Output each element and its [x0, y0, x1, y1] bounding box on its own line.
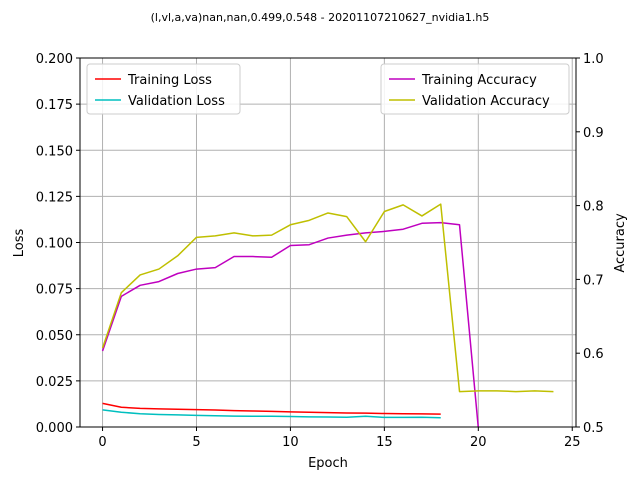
y-axis-label: Loss: [12, 229, 27, 258]
plot-series: [101, 203, 554, 427]
x-tick-label: 25: [564, 435, 581, 450]
y-tick-label: 0.100: [36, 237, 73, 252]
y2-tick-label: 0.7: [583, 273, 604, 288]
series-line-validation-accuracy: [101, 203, 554, 393]
y-tick-label: 0.025: [36, 375, 73, 390]
y-tick-label: 0.200: [36, 52, 73, 67]
y-tick-label: 0.050: [36, 329, 73, 344]
x-axis-label: Epoch: [308, 456, 348, 471]
x-tick-label: 5: [192, 435, 200, 450]
x-tick-label: 15: [376, 435, 393, 450]
y2-tick-label: 0.9: [583, 126, 604, 141]
legend-label: Validation Loss: [128, 94, 225, 109]
y-tick-label: 0.075: [36, 283, 73, 298]
legend-box: [380, 63, 570, 115]
legend-label: Training Accuracy: [421, 73, 537, 88]
series-line-training-loss: [102, 402, 441, 415]
y-tick-label: 0.000: [36, 421, 73, 436]
x-tick-label: 0: [98, 435, 106, 450]
x-tick-label: 20: [470, 435, 487, 450]
legend-loss: Training Loss Validation Loss: [86, 63, 241, 115]
y2-tick-label: 0.6: [583, 347, 604, 362]
y-tick-label: 0.125: [36, 190, 73, 205]
axis-ticks: 0 5 10 15 20 25 0.000 0.025 0.050 0.075 0.100 0.125…: [36, 52, 604, 450]
y2-tick-label: 0.8: [583, 200, 604, 215]
x-tick-label: 10: [282, 435, 299, 450]
y2-tick-label: 0.5: [583, 421, 604, 436]
chart-title: (l,vl,a,va)nan,nan,0.499,0.548 - 2020110…: [151, 11, 490, 24]
series-line-validation-loss: [102, 409, 441, 419]
legend-label: Validation Accuracy: [422, 94, 550, 109]
y-tick-label: 0.150: [36, 144, 73, 159]
y-tick-label: 0.175: [36, 98, 73, 113]
legend-accuracy: Training Accuracy Validation Accuracy: [380, 63, 570, 115]
legend-label: Training Loss: [127, 73, 212, 88]
y2-axis-label: Accuracy: [613, 213, 628, 273]
series-line-training-accuracy: [101, 221, 498, 427]
legend-box: [86, 63, 241, 115]
y2-tick-label: 1.0: [583, 52, 604, 67]
